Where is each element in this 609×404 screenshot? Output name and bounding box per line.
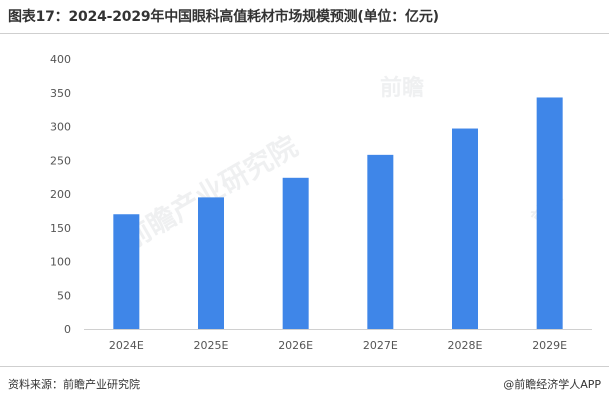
x-tick-label: 2025E xyxy=(194,339,229,352)
y-tick-label: 250 xyxy=(50,154,71,167)
watermark-brand: 前瞻 xyxy=(380,75,424,101)
bar-2026E xyxy=(282,177,309,329)
y-tick-label: 350 xyxy=(50,87,71,100)
bar-2027E xyxy=(367,154,394,329)
bar-2025E xyxy=(198,197,224,329)
y-tick-label: 150 xyxy=(50,222,71,235)
y-tick-label: 400 xyxy=(50,53,71,66)
bar-2029E xyxy=(536,97,563,329)
y-tick-label: 0 xyxy=(64,323,71,336)
chart-title: 图表17：2024-2029年中国眼科高值耗材市场规模预测(单位：亿元) xyxy=(8,9,439,25)
footer-divider xyxy=(0,366,609,367)
x-tick-label: 2028E xyxy=(448,339,483,352)
y-tick-labels: 0 50 100 150 200 250 300 350 400 xyxy=(50,53,71,336)
credit-note: @前瞻经济学人APP xyxy=(503,378,601,391)
bar-2024E xyxy=(113,214,140,329)
source-note: 资料来源：前瞻产业研究院 xyxy=(8,378,140,391)
bars xyxy=(113,97,563,329)
watermark: 前瞻 前瞻产业研究院 前瞻 xyxy=(117,75,567,256)
x-tick-label: 2027E xyxy=(363,339,398,352)
bar-2028E xyxy=(452,128,478,329)
x-tick-label: 2024E xyxy=(109,339,144,352)
y-tick-label: 300 xyxy=(50,121,71,134)
x-tick-labels: 2024E 2025E 2026E 2027E 2028E 2029E xyxy=(109,339,567,352)
y-tick-label: 100 xyxy=(50,256,71,269)
x-tick-label: 2026E xyxy=(278,339,313,352)
y-tick-label: 200 xyxy=(50,188,71,201)
y-tick-label: 50 xyxy=(57,289,71,302)
x-tick-label: 2029E xyxy=(532,339,567,352)
title-divider xyxy=(0,33,609,34)
